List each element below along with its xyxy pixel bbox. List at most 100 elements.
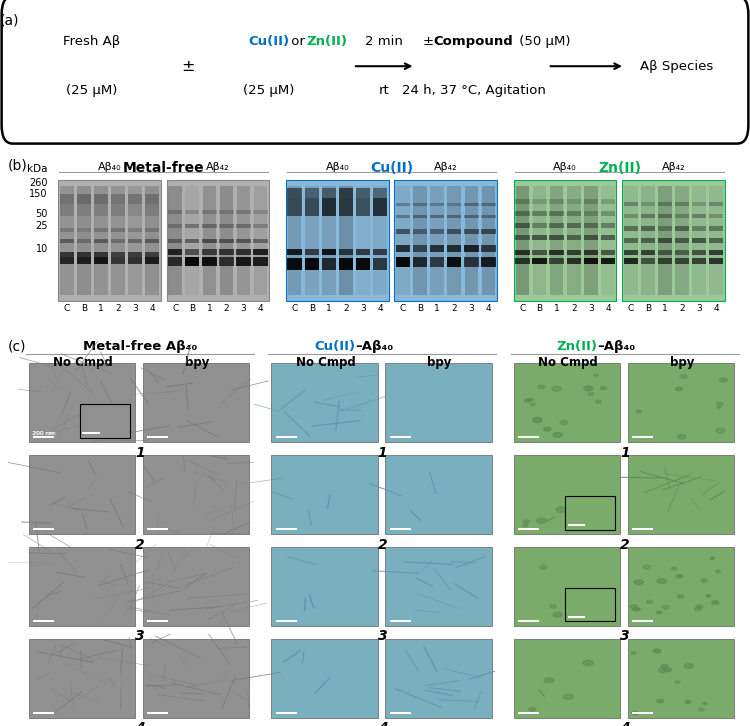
Bar — [254, 224, 268, 228]
Bar — [76, 252, 91, 257]
Bar — [146, 186, 159, 295]
Text: Cu(II): Cu(II) — [370, 161, 413, 175]
Bar — [339, 248, 353, 255]
Text: Aβ₄₂: Aβ₄₂ — [434, 162, 457, 172]
Bar — [236, 224, 250, 228]
Bar — [59, 252, 74, 257]
Text: 4: 4 — [377, 304, 382, 314]
Text: Fresh Aβ: Fresh Aβ — [64, 35, 121, 48]
Circle shape — [553, 612, 562, 617]
Bar — [413, 245, 428, 252]
Bar — [33, 436, 55, 438]
Bar — [658, 238, 672, 242]
Bar — [640, 226, 656, 231]
Bar — [168, 257, 182, 266]
Bar — [624, 186, 638, 295]
Bar — [624, 202, 638, 206]
Text: Aβ₄₀: Aβ₄₀ — [326, 162, 350, 172]
Bar — [550, 250, 564, 255]
Circle shape — [676, 387, 682, 391]
Bar — [675, 258, 689, 264]
Bar — [322, 258, 336, 270]
Text: (a): (a) — [0, 13, 20, 28]
Bar — [482, 229, 496, 234]
Text: 2: 2 — [571, 304, 577, 314]
Bar — [82, 433, 100, 434]
Bar — [413, 186, 427, 295]
Bar — [111, 257, 125, 264]
Circle shape — [646, 600, 652, 603]
Bar — [640, 258, 656, 264]
Text: 25: 25 — [35, 221, 48, 232]
Bar — [147, 529, 168, 530]
Text: ±: ± — [423, 35, 438, 48]
Text: 50: 50 — [35, 209, 48, 219]
Bar — [532, 250, 547, 255]
Text: 150: 150 — [29, 189, 48, 199]
Bar — [80, 404, 130, 438]
Bar — [59, 228, 74, 232]
Bar — [219, 248, 233, 255]
Circle shape — [710, 557, 715, 560]
Bar — [550, 186, 563, 295]
Bar — [532, 224, 547, 228]
Bar — [168, 186, 182, 295]
Text: B: B — [81, 304, 87, 314]
Text: 2: 2 — [620, 537, 630, 552]
Bar — [145, 239, 160, 242]
Bar — [322, 198, 336, 216]
Bar — [145, 228, 160, 232]
Circle shape — [671, 567, 676, 570]
Bar — [710, 238, 724, 242]
Bar — [28, 547, 136, 627]
Circle shape — [544, 427, 551, 431]
Bar — [304, 188, 319, 198]
Bar — [710, 186, 723, 295]
Text: B: B — [536, 304, 542, 314]
Text: kDa: kDa — [28, 164, 48, 174]
Bar — [94, 186, 108, 295]
Bar — [288, 186, 302, 295]
Bar — [692, 258, 706, 264]
Bar — [430, 229, 445, 234]
Bar — [482, 245, 496, 252]
Bar — [628, 363, 734, 442]
Bar — [601, 186, 615, 295]
Bar — [413, 229, 428, 234]
Text: Aβ₄₀: Aβ₄₀ — [98, 162, 122, 172]
Bar — [601, 250, 615, 255]
Bar — [202, 186, 216, 295]
Bar — [185, 257, 200, 266]
Text: Metal-free: Metal-free — [123, 161, 205, 175]
Circle shape — [696, 605, 703, 608]
Bar — [532, 211, 547, 216]
Bar — [276, 620, 297, 622]
Bar — [237, 186, 250, 295]
Bar — [482, 203, 496, 206]
Bar — [28, 639, 136, 718]
Circle shape — [657, 699, 664, 703]
Bar — [515, 211, 529, 216]
Text: 3: 3 — [696, 304, 702, 314]
Bar — [236, 210, 250, 213]
Bar — [142, 547, 249, 627]
Bar — [373, 258, 387, 270]
Bar — [142, 454, 249, 534]
Text: No Cmpd: No Cmpd — [538, 356, 598, 370]
Bar — [389, 436, 411, 438]
Bar — [464, 203, 478, 206]
Circle shape — [554, 433, 562, 437]
Bar — [447, 203, 461, 206]
Bar — [550, 258, 564, 264]
Bar — [33, 529, 55, 530]
Bar — [632, 436, 653, 438]
Bar — [168, 210, 182, 213]
Circle shape — [657, 579, 667, 584]
Bar — [568, 616, 585, 618]
Bar — [515, 235, 529, 240]
Bar — [219, 239, 233, 242]
Circle shape — [550, 605, 556, 608]
Bar — [566, 235, 581, 240]
Text: 2: 2 — [116, 304, 121, 314]
Bar — [386, 363, 492, 442]
